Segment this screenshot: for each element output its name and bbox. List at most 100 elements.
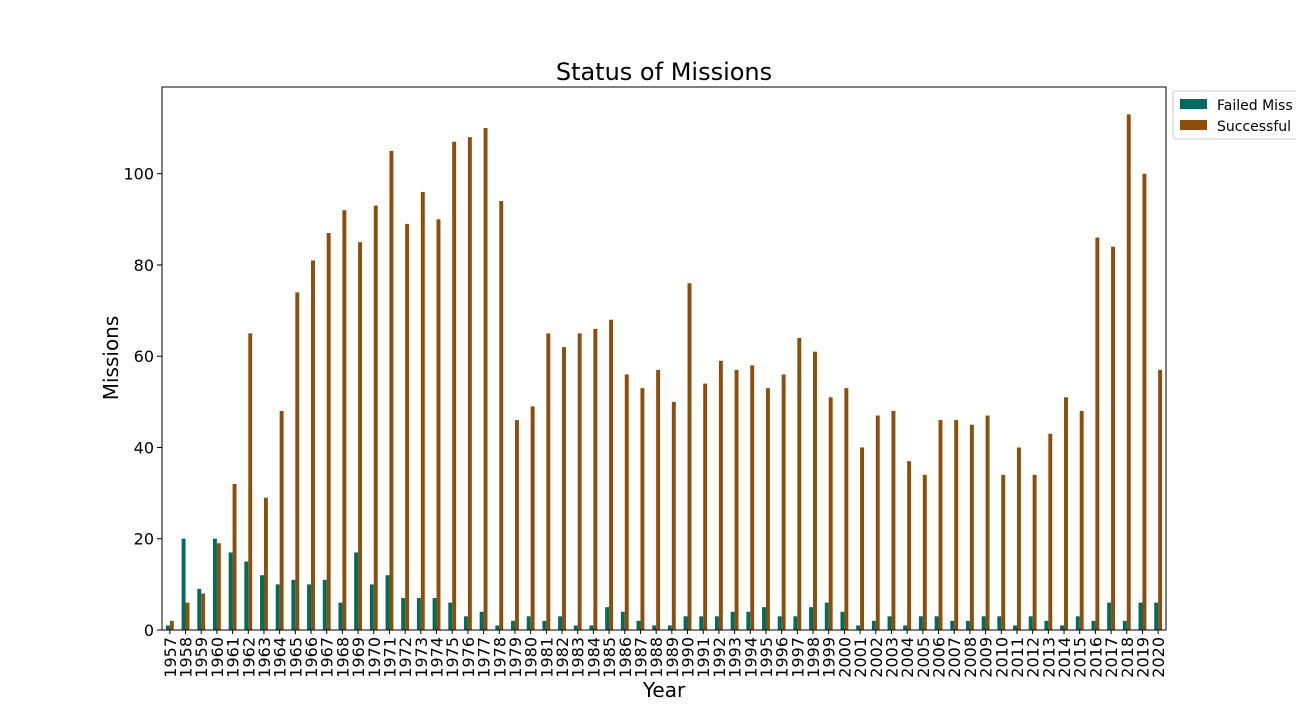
x-tick-label-2009: 2009 [977, 637, 996, 678]
failed-bar-1961 [228, 552, 233, 630]
x-axis-ticks: 1957195819591960196119621963196419651966… [161, 630, 1168, 678]
x-tick-label-1991: 1991 [694, 637, 713, 678]
failed-bar-2019 [1138, 602, 1143, 630]
x-tick-label-1980: 1980 [522, 637, 541, 678]
failed-bar-1971 [385, 575, 390, 630]
legend: Failed Miss Successful [1172, 90, 1296, 140]
x-tick-label-1966: 1966 [302, 637, 321, 678]
y-axis-ticks: 0 20 40 60 80 100 [123, 165, 162, 640]
failed-bar-2009 [981, 616, 986, 630]
successful-bar-2014 [1064, 397, 1068, 630]
x-tick-label-1990: 1990 [679, 637, 698, 678]
x-tick-label-1957: 1957 [161, 637, 180, 678]
successful-bar-2000 [844, 388, 849, 630]
failed-bar-1979 [511, 620, 515, 630]
x-tick-label-2019: 2019 [1133, 637, 1152, 678]
y-tick-label-40: 40 [134, 438, 154, 457]
successful-bar-1965 [295, 292, 300, 630]
x-tick-label-1981: 1981 [537, 637, 556, 678]
x-tick-label-1979: 1979 [506, 637, 525, 678]
x-tick-label-1998: 1998 [804, 637, 823, 678]
failed-bar-1962 [244, 561, 249, 630]
chart-title: Status of Missions [556, 58, 772, 86]
x-tick-label-1965: 1965 [286, 637, 305, 678]
x-tick-label-2017: 2017 [1102, 637, 1121, 678]
failed-bar-1959 [197, 588, 202, 630]
failed-bar-1978 [495, 625, 500, 630]
failed-bar-1975 [448, 602, 453, 630]
successful-bar-1957 [169, 620, 174, 630]
successful-bar-2011 [1016, 447, 1021, 630]
x-tick-label-1959: 1959 [192, 637, 211, 678]
successful-bar-2009 [985, 415, 990, 630]
failed-bar-1974 [432, 598, 437, 630]
failed-bar-1998 [809, 607, 814, 630]
successful-bar-1959 [201, 593, 206, 630]
successful-bar-2006 [938, 420, 943, 630]
failed-bar-1987 [636, 620, 641, 630]
successful-bar-1977 [483, 128, 488, 630]
x-tick-label-2006: 2006 [930, 637, 949, 678]
successful-bar-1998 [813, 351, 817, 630]
x-tick-label-1962: 1962 [239, 637, 258, 678]
x-tick-label-1987: 1987 [631, 637, 650, 678]
failed-bar-2003 [887, 616, 892, 630]
x-axis-label: Year [642, 678, 686, 702]
x-tick-label-1963: 1963 [255, 637, 274, 678]
successful-bar-1968 [342, 210, 347, 630]
y-tick-label-60: 60 [134, 347, 154, 366]
successful-bar-1961 [232, 483, 237, 630]
y-axis-label: Missions [99, 316, 123, 401]
failed-bar-2014 [1060, 625, 1065, 630]
failed-bar-1991 [699, 616, 704, 630]
successful-bar-1999 [828, 397, 833, 630]
failed-bar-2017 [1107, 602, 1112, 630]
y-tick-label-20: 20 [134, 530, 154, 549]
x-tick-label-1974: 1974 [428, 637, 447, 678]
successful-bar-1976 [467, 137, 472, 630]
successful-bar-2002 [875, 415, 880, 630]
x-tick-label-2005: 2005 [914, 637, 933, 678]
successful-bar-1980 [530, 406, 535, 630]
x-tick-label-1985: 1985 [600, 637, 619, 678]
failed-bar-1963 [260, 575, 264, 630]
x-tick-label-1975: 1975 [443, 637, 462, 678]
failed-bar-2015 [1075, 616, 1080, 630]
successful-bar-1990 [687, 283, 692, 630]
x-tick-label-1996: 1996 [773, 637, 792, 678]
successful-bar-1958 [185, 602, 190, 630]
failed-bar-1964 [275, 584, 280, 630]
x-tick-label-1997: 1997 [788, 637, 807, 678]
failed-bar-1995 [762, 607, 766, 630]
failed-bar-1967 [322, 579, 327, 630]
legend-label-failed: Failed Miss [1217, 98, 1293, 114]
failed-bar-1999 [824, 602, 829, 630]
successful-bar-1996 [781, 374, 786, 630]
successful-bar-2019 [1142, 173, 1147, 630]
failed-bar-1970 [369, 584, 374, 630]
successful-bar-1993 [734, 369, 739, 630]
x-tick-label-1977: 1977 [475, 637, 494, 678]
successful-bar-2018 [1126, 114, 1131, 630]
failed-bar-2004 [903, 625, 908, 630]
failed-bar-1981 [542, 620, 547, 630]
failed-bar-2018 [1122, 620, 1127, 630]
successful-bar-2017 [1111, 246, 1116, 630]
failed-bar-1984 [589, 625, 594, 630]
successful-bar-1962 [248, 333, 253, 630]
legend-swatch-successful [1180, 120, 1207, 130]
failed-bar-2006 [934, 616, 939, 630]
failed-bar-2001 [856, 625, 861, 630]
failed-bar-1958 [181, 538, 186, 630]
x-tick-label-1978: 1978 [490, 637, 509, 678]
x-tick-label-1968: 1968 [333, 637, 352, 678]
successful-bar-2008 [969, 424, 974, 630]
x-tick-label-2000: 2000 [835, 637, 854, 678]
successful-bar-1973 [420, 191, 425, 630]
successful-bar-2003 [891, 410, 896, 630]
failed-bar-1968 [338, 602, 343, 630]
failed-bar-1996 [777, 616, 782, 630]
successful-bar-1982 [562, 347, 566, 630]
failed-bar-1957 [165, 625, 170, 630]
